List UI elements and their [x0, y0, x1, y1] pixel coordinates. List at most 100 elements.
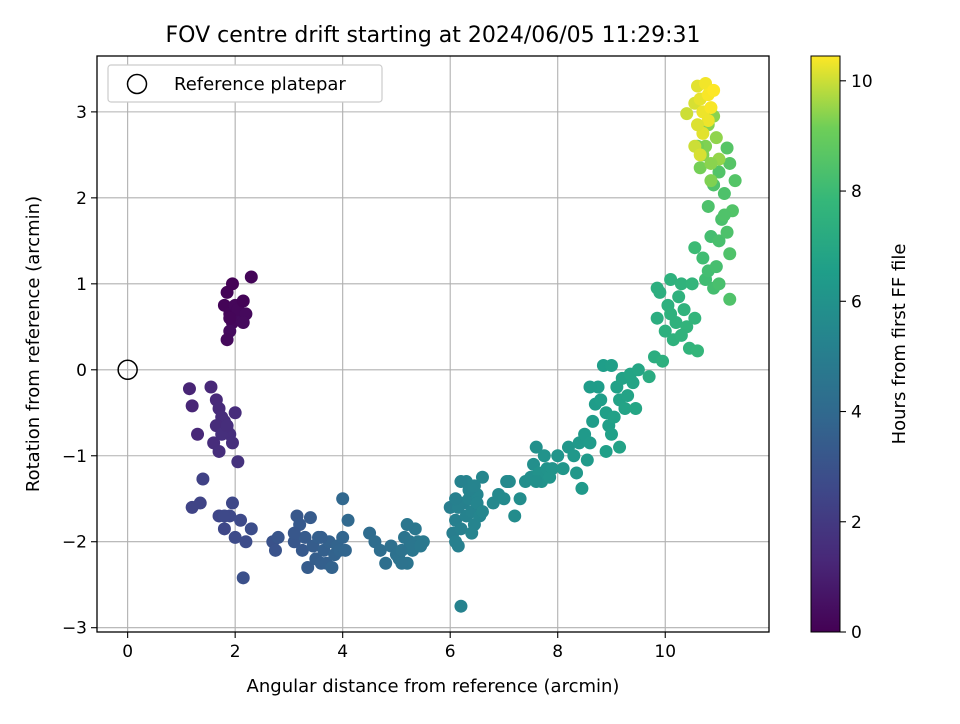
data-point: [497, 492, 511, 506]
data-point: [298, 530, 312, 544]
data-point: [626, 376, 640, 390]
y-tick-label: 1: [76, 275, 87, 295]
colorbar-tick-label: 6: [851, 292, 862, 312]
data-point: [720, 225, 734, 239]
data-point: [268, 543, 282, 557]
data-point: [720, 141, 734, 155]
data-point: [545, 462, 559, 476]
colorbar: 0 2 4 6 8 10 Hours from first FF file: [810, 55, 910, 643]
legend-label: Reference platepar: [174, 74, 346, 95]
data-point: [650, 311, 664, 325]
colorbar-tick-label: 4: [851, 403, 862, 423]
legend: Reference platepar: [107, 64, 383, 103]
data-point: [707, 83, 721, 97]
data-point: [688, 241, 702, 255]
data-point: [336, 492, 350, 506]
data-point: [599, 444, 613, 458]
data-point: [680, 107, 694, 121]
data-point: [508, 509, 522, 523]
data-point: [690, 118, 704, 132]
x-axis-label: Angular distance from reference (arcmin): [247, 676, 620, 697]
data-point: [583, 380, 597, 394]
data-point: [604, 358, 618, 372]
data-point: [693, 161, 707, 175]
data-point: [449, 492, 463, 506]
data-point: [244, 522, 258, 536]
data-point: [658, 324, 672, 338]
data-point: [236, 316, 250, 330]
data-point: [500, 475, 514, 489]
plot-frame: [96, 55, 770, 633]
data-point: [664, 273, 678, 287]
data-point: [467, 479, 481, 493]
data-point: [454, 475, 468, 489]
colorbar-tick-label: 8: [851, 182, 862, 202]
data-point: [717, 187, 731, 201]
data-point: [712, 165, 726, 179]
x-tick-label: 0: [122, 642, 133, 662]
x-tick-label: 10: [654, 642, 676, 662]
data-point: [685, 277, 699, 291]
data-point: [236, 571, 250, 585]
data-point: [723, 156, 737, 170]
data-point: [325, 561, 339, 575]
data-point: [225, 496, 239, 510]
data-point: [449, 535, 463, 549]
data-point: [225, 277, 239, 291]
data-point: [185, 399, 199, 413]
x-tick-label: 8: [552, 642, 563, 662]
data-point: [618, 401, 632, 415]
data-point: [723, 292, 737, 306]
colorbar-tick-label: 10: [851, 72, 873, 92]
data-point: [607, 410, 621, 424]
data-point: [465, 526, 479, 540]
data-point: [228, 406, 242, 420]
data-point: [414, 539, 428, 553]
data-point: [580, 453, 594, 467]
data-point: [629, 401, 643, 415]
data-point: [341, 513, 355, 527]
y-axis-ticks: −3 −2 −1 0 1 2 3: [62, 103, 97, 639]
x-tick-label: 6: [445, 642, 456, 662]
data-point: [228, 530, 242, 544]
data-point: [338, 543, 352, 557]
legend-box: [107, 64, 383, 103]
data-point: [712, 234, 726, 248]
data-point: [575, 481, 589, 495]
data-point: [220, 333, 234, 347]
data-point: [196, 472, 210, 486]
data-point: [674, 277, 688, 291]
data-point: [690, 344, 704, 358]
y-axis-label: Rotation from reference (arcmin): [23, 196, 44, 492]
data-points: [182, 77, 742, 613]
data-point: [475, 470, 489, 484]
data-point: [693, 148, 707, 162]
data-point: [709, 131, 723, 145]
data-point: [287, 526, 301, 540]
data-point: [303, 511, 317, 525]
data-point: [613, 440, 627, 454]
data-point: [688, 311, 702, 325]
data-point: [567, 449, 581, 463]
data-point: [234, 513, 248, 527]
data-point: [395, 556, 409, 570]
data-point: [594, 393, 608, 407]
data-point: [723, 247, 737, 261]
data-point: [395, 543, 409, 557]
y-tick-label: 2: [76, 189, 87, 209]
x-tick-label: 2: [230, 642, 241, 662]
data-point: [244, 270, 258, 284]
data-point: [231, 455, 245, 469]
colorbar-gradient: [810, 55, 841, 633]
data-point: [400, 518, 414, 532]
data-point: [604, 427, 618, 441]
y-tick-label: −3: [62, 619, 87, 639]
y-tick-label: −2: [62, 533, 87, 553]
data-point: [193, 496, 207, 510]
data-point: [728, 174, 742, 188]
data-point: [704, 156, 718, 170]
x-tick-label: 4: [337, 642, 348, 662]
data-point: [217, 522, 231, 536]
data-point: [379, 556, 393, 570]
